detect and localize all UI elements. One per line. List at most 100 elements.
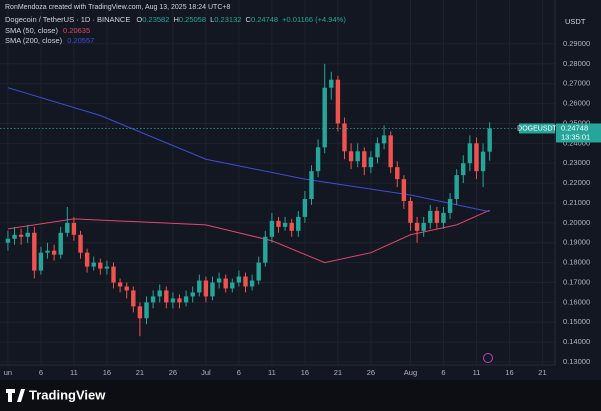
candle-body bbox=[203, 280, 209, 297]
candle-body bbox=[111, 266, 116, 283]
candle-body bbox=[381, 135, 387, 144]
candle-body bbox=[150, 296, 156, 303]
x-tick-label: 16 bbox=[301, 368, 309, 377]
event-icon bbox=[483, 353, 493, 363]
symbol-title: Dogecoin / TetherUS · 1D · BINANCE bbox=[5, 15, 130, 24]
candle-body bbox=[348, 151, 354, 162]
candle-body bbox=[144, 302, 149, 319]
x-tick-label: 11 bbox=[70, 368, 78, 377]
logo-icon bbox=[6, 389, 25, 402]
watermark: RonMendoza created with TradingView.com,… bbox=[5, 4, 230, 11]
candle-body bbox=[190, 292, 195, 297]
candle-body bbox=[91, 262, 96, 267]
brand-logo: TradingView bbox=[6, 387, 106, 402]
candle-body bbox=[177, 298, 182, 303]
chart-background bbox=[0, 0, 601, 380]
x-tick-label: 26 bbox=[169, 368, 177, 377]
price-label: 0.24748 bbox=[561, 123, 588, 132]
candle-body bbox=[117, 282, 123, 287]
legend-label: SMA (200, close) bbox=[5, 36, 63, 45]
candle-body bbox=[454, 175, 459, 200]
candle-body bbox=[276, 220, 281, 227]
y-tick-label: 0.27000 bbox=[563, 79, 590, 88]
countdown-label: 13:35:01 bbox=[561, 132, 590, 141]
x-tick-label: Aug bbox=[404, 368, 417, 377]
axes: 0.13000 0.14000 0.15000 0.16000 0.17000 0.180… bbox=[0, 0, 601, 377]
candle-body bbox=[5, 238, 11, 243]
candle-body bbox=[302, 199, 308, 217]
y-tick-label: 0.13000 bbox=[563, 357, 590, 366]
symbol-label-box bbox=[519, 123, 555, 134]
candle-body bbox=[58, 232, 63, 255]
candle-body bbox=[401, 179, 407, 201]
candle-body bbox=[335, 79, 341, 124]
x-tick-label: 21 bbox=[538, 368, 546, 377]
candle-body bbox=[263, 236, 268, 263]
candle-body bbox=[408, 200, 413, 223]
x-tick-label: un bbox=[4, 368, 12, 377]
candle-body bbox=[131, 290, 136, 307]
change-text: +0.01166 (+4.94%) bbox=[282, 15, 346, 24]
ohlc-label: H bbox=[173, 15, 178, 24]
candle-body bbox=[461, 163, 466, 176]
candle-body bbox=[104, 266, 110, 269]
candle-body bbox=[269, 220, 275, 237]
x-tick-label: 11 bbox=[268, 368, 276, 377]
x-tick-label: Jul bbox=[201, 368, 211, 377]
y-tick-label: 0.17000 bbox=[563, 277, 590, 286]
candle-body bbox=[375, 143, 380, 158]
y-tick-label: 0.29000 bbox=[563, 39, 590, 48]
x-tick-label: 6 bbox=[441, 368, 445, 377]
candle-body bbox=[256, 262, 261, 281]
sma-legend: SMA (200, close) 0.20557 bbox=[5, 36, 94, 45]
candle-body bbox=[183, 296, 189, 303]
candle-body bbox=[355, 151, 360, 162]
x-tick-label: 6 bbox=[237, 368, 241, 377]
y-tick-label: 0.26000 bbox=[563, 99, 590, 108]
candle-body bbox=[45, 250, 50, 253]
sma-line bbox=[7, 209, 490, 264]
y-tick-label: 0.16000 bbox=[563, 297, 590, 306]
candle-body bbox=[243, 276, 248, 287]
x-tick-label: 6 bbox=[39, 368, 43, 377]
y-tick-label: 0.14000 bbox=[563, 337, 590, 346]
candle-body bbox=[12, 234, 17, 239]
candle-body bbox=[421, 222, 426, 231]
candle-body bbox=[157, 290, 162, 297]
ohlc-label: L bbox=[210, 15, 214, 24]
ohlc-value: 0.25058 bbox=[179, 15, 206, 24]
ohlc-header: Dogecoin / TetherUS · 1D · BINANCE O0.23… bbox=[5, 15, 346, 24]
legend-label: SMA (50, close) bbox=[5, 26, 58, 35]
x-tick-label: 21 bbox=[136, 368, 144, 377]
candle-body bbox=[368, 157, 374, 168]
y-tick-label: 0.23000 bbox=[563, 158, 590, 167]
candle-body bbox=[78, 234, 83, 253]
candle-body bbox=[428, 210, 433, 223]
marks bbox=[0, 63, 555, 337]
candle-body bbox=[249, 280, 255, 287]
candle-body bbox=[296, 216, 301, 231]
brand-name: TradingView bbox=[29, 387, 106, 402]
legend-value: 0.20557 bbox=[67, 36, 94, 45]
candle-body bbox=[124, 286, 129, 291]
candle-body bbox=[197, 280, 202, 293]
candle-body bbox=[322, 87, 327, 148]
legend-value: 0.20635 bbox=[63, 26, 90, 35]
symbol-label: DOGEUSDT bbox=[517, 125, 557, 132]
candle-body bbox=[98, 262, 103, 269]
candle-body bbox=[32, 232, 37, 271]
candle-body bbox=[210, 282, 215, 297]
candle-body bbox=[170, 298, 176, 303]
y-tick-label: 0.19000 bbox=[563, 238, 590, 247]
candle-body bbox=[309, 171, 314, 200]
candle-body bbox=[137, 306, 143, 319]
candle-body bbox=[441, 212, 446, 223]
y-tick-label: 0.20000 bbox=[563, 218, 590, 227]
candle-body bbox=[230, 282, 235, 289]
ohlc-label: O bbox=[136, 15, 142, 24]
candle-body bbox=[164, 290, 169, 303]
y-tick-label: 0.28000 bbox=[563, 59, 590, 68]
sma-line bbox=[7, 87, 490, 213]
candle-body bbox=[487, 128, 492, 152]
